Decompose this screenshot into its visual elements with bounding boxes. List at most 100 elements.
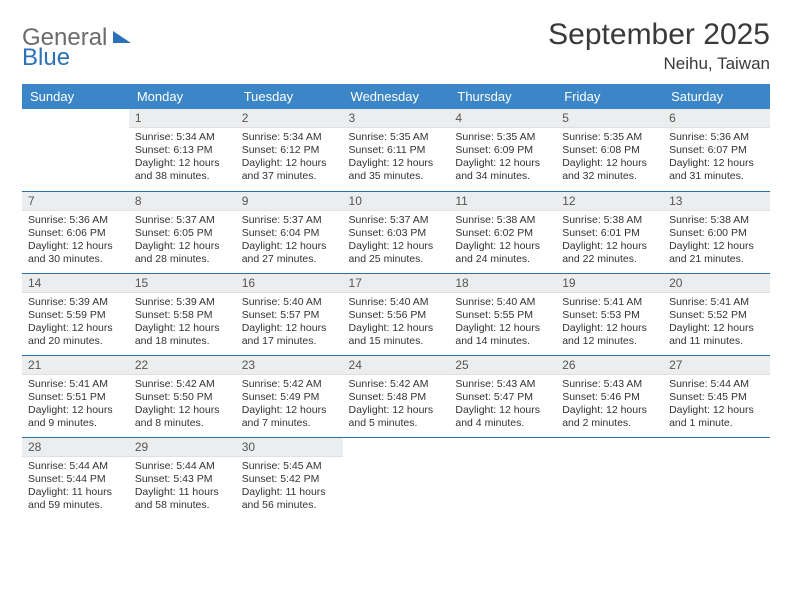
daylight-text-1: Daylight: 12 hours — [562, 157, 657, 170]
calendar-cell: 16Sunrise: 5:40 AMSunset: 5:57 PMDayligh… — [236, 273, 343, 355]
sunset-text: Sunset: 6:11 PM — [349, 144, 444, 157]
daylight-text-2: and 24 minutes. — [455, 253, 550, 266]
calendar-cell: 6Sunrise: 5:36 AMSunset: 6:07 PMDaylight… — [663, 109, 770, 191]
day-number: 3 — [343, 109, 450, 128]
sunset-text: Sunset: 6:13 PM — [135, 144, 230, 157]
calendar-cell: 26Sunrise: 5:43 AMSunset: 5:46 PMDayligh… — [556, 355, 663, 437]
sunrise-text: Sunrise: 5:36 AM — [28, 214, 123, 227]
day-number: 21 — [22, 356, 129, 375]
daylight-text-1: Daylight: 12 hours — [455, 240, 550, 253]
day-details: Sunrise: 5:40 AMSunset: 5:57 PMDaylight:… — [236, 293, 343, 353]
daylight-text-2: and 20 minutes. — [28, 335, 123, 348]
daylight-text-2: and 14 minutes. — [455, 335, 550, 348]
sunset-text: Sunset: 5:52 PM — [669, 309, 764, 322]
daylight-text-1: Daylight: 12 hours — [669, 240, 764, 253]
calendar-cell — [449, 437, 556, 519]
month-title: September 2025 — [548, 18, 770, 52]
daylight-text-2: and 27 minutes. — [242, 253, 337, 266]
sunrise-text: Sunrise: 5:38 AM — [455, 214, 550, 227]
daylight-text-1: Daylight: 12 hours — [242, 404, 337, 417]
brand-part2-row: Blue — [22, 44, 70, 72]
daylight-text-1: Daylight: 12 hours — [562, 322, 657, 335]
dayhead-mon: Monday — [129, 84, 236, 109]
sunrise-text: Sunrise: 5:42 AM — [349, 378, 444, 391]
daylight-text-1: Daylight: 12 hours — [28, 404, 123, 417]
calendar-cell: 5 Sunrise: 5:35 AMSunset: 6:08 PMDaylight… — [556, 109, 663, 191]
calendar-body: 1Sunrise: 5:34 AMSunset: 6:13 PMDaylight… — [22, 109, 770, 519]
brand-part2: Blue — [22, 44, 70, 71]
sunset-text: Sunset: 6:01 PM — [562, 227, 657, 240]
sunrise-text: Sunrise: 5:37 AM — [135, 214, 230, 227]
sunrise-text: Sunrise: 5:38 AM — [562, 214, 657, 227]
title-block: September 2025 Neihu, Taiwan — [548, 18, 770, 74]
sunset-text: Sunset: 6:09 PM — [455, 144, 550, 157]
day-header-row: Sunday Monday Tuesday Wednesday Thursday… — [22, 84, 770, 109]
daylight-text-2: and 4 minutes. — [455, 417, 550, 430]
calendar-cell — [556, 437, 663, 519]
sunset-text: Sunset: 6:07 PM — [669, 144, 764, 157]
daylight-text-1: Daylight: 12 hours — [242, 322, 337, 335]
day-details: Sunrise: 5:36 AMSunset: 6:06 PMDaylight:… — [22, 211, 129, 271]
day-details: Sunrise: 5:37 AMSunset: 6:04 PMDaylight:… — [236, 211, 343, 271]
sunset-text: Sunset: 6:05 PM — [135, 227, 230, 240]
brand-triangle-icon — [113, 31, 131, 43]
daylight-text-2: and 25 minutes. — [349, 253, 444, 266]
daylight-text-1: Daylight: 12 hours — [349, 404, 444, 417]
day-number: 12 — [556, 192, 663, 211]
sunset-text: Sunset: 5:57 PM — [242, 309, 337, 322]
sunrise-text: Sunrise: 5:44 AM — [669, 378, 764, 391]
daylight-text-1: Daylight: 12 hours — [562, 404, 657, 417]
day-details: Sunrise: 5:38 AMSunset: 6:02 PMDaylight:… — [449, 211, 556, 271]
dayhead-wed: Wednesday — [343, 84, 450, 109]
daylight-text-2: and 35 minutes. — [349, 170, 444, 183]
sunset-text: Sunset: 5:59 PM — [28, 309, 123, 322]
daylight-text-2: and 30 minutes. — [28, 253, 123, 266]
day-number: 24 — [343, 356, 450, 375]
daylight-text-1: Daylight: 12 hours — [135, 240, 230, 253]
day-number: 1 — [129, 109, 236, 128]
calendar-row: 28Sunrise: 5:44 AMSunset: 5:44 PMDayligh… — [22, 437, 770, 519]
calendar-cell: 21Sunrise: 5:41 AMSunset: 5:51 PMDayligh… — [22, 355, 129, 437]
day-details: Sunrise: 5:44 AMSunset: 5:43 PMDaylight:… — [129, 457, 236, 517]
sunrise-text: Sunrise: 5:41 AM — [562, 296, 657, 309]
sunrise-text: Sunrise: 5:37 AM — [349, 214, 444, 227]
daylight-text-1: Daylight: 12 hours — [455, 404, 550, 417]
daylight-text-2: and 8 minutes. — [135, 417, 230, 430]
calendar-cell: 11Sunrise: 5:38 AMSunset: 6:02 PMDayligh… — [449, 191, 556, 273]
sunset-text: Sunset: 5:42 PM — [242, 473, 337, 486]
sunset-text: Sunset: 5:48 PM — [349, 391, 444, 404]
day-details: Sunrise: 5:41 AMSunset: 5:51 PMDaylight:… — [22, 375, 129, 435]
sunset-text: Sunset: 5:55 PM — [455, 309, 550, 322]
day-number: 25 — [449, 356, 556, 375]
calendar-cell: 4Sunrise: 5:35 AMSunset: 6:09 PMDaylight… — [449, 109, 556, 191]
daylight-text-1: Daylight: 12 hours — [135, 404, 230, 417]
calendar-cell: 10Sunrise: 5:37 AMSunset: 6:03 PMDayligh… — [343, 191, 450, 273]
sunset-text: Sunset: 5:56 PM — [349, 309, 444, 322]
sunrise-text: Sunrise: 5:41 AM — [669, 296, 764, 309]
sunset-text: Sunset: 5:44 PM — [28, 473, 123, 486]
sunrise-text: Sunrise: 5:35 AM — [455, 131, 550, 144]
daylight-text-2: and 9 minutes. — [28, 417, 123, 430]
day-number: 5 — [556, 109, 663, 128]
day-number: 28 — [22, 438, 129, 457]
day-number: 4 — [449, 109, 556, 128]
daylight-text-1: Daylight: 11 hours — [28, 486, 123, 499]
day-number: 16 — [236, 274, 343, 293]
daylight-text-1: Daylight: 12 hours — [242, 240, 337, 253]
daylight-text-1: Daylight: 11 hours — [242, 486, 337, 499]
daylight-text-1: Daylight: 12 hours — [669, 157, 764, 170]
day-details: Sunrise: 5:45 AMSunset: 5:42 PMDaylight:… — [236, 457, 343, 517]
calendar-row: 14Sunrise: 5:39 AMSunset: 5:59 PMDayligh… — [22, 273, 770, 355]
sunset-text: Sunset: 6:08 PM — [562, 144, 657, 157]
calendar-cell: 12Sunrise: 5:38 AMSunset: 6:01 PMDayligh… — [556, 191, 663, 273]
daylight-text-1: Daylight: 12 hours — [135, 157, 230, 170]
calendar-cell — [22, 109, 129, 191]
sunrise-text: Sunrise: 5:35 AM — [562, 131, 657, 144]
daylight-text-1: Daylight: 11 hours — [135, 486, 230, 499]
sunrise-text: Sunrise: 5:45 AM — [242, 460, 337, 473]
calendar-row: 1Sunrise: 5:34 AMSunset: 6:13 PMDaylight… — [22, 109, 770, 191]
day-number: 8 — [129, 192, 236, 211]
daylight-text-2: and 7 minutes. — [242, 417, 337, 430]
day-details: Sunrise: 5:44 AMSunset: 5:45 PMDaylight:… — [663, 375, 770, 435]
sunrise-text: Sunrise: 5:37 AM — [242, 214, 337, 227]
